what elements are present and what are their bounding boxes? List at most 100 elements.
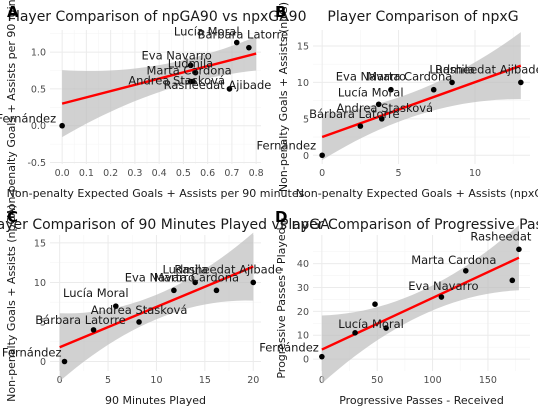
y-tick-label: 10 <box>297 78 309 89</box>
point-label: Rasheedat Ajibade <box>435 62 538 76</box>
data-point <box>233 39 240 46</box>
point-label: Eva Navarro <box>408 279 478 293</box>
y-tick-label: 0 <box>303 151 309 162</box>
y-tick-label: 10 <box>297 331 309 342</box>
data-point <box>61 358 68 365</box>
chart-title: Player Comparison of npGA90 vs npxGA90 <box>8 9 307 25</box>
regression-line <box>59 265 254 349</box>
data-point <box>246 44 252 51</box>
data-point <box>190 78 196 85</box>
data-point <box>213 287 220 294</box>
chart-title: Player Comparison of 90 Minutes Played v… <box>0 217 330 233</box>
x-tick-label: 0.5 <box>176 168 191 179</box>
x-tick-label: 150 <box>479 375 497 386</box>
x-tick-label: 10 <box>469 168 481 179</box>
data-point <box>438 294 445 300</box>
x-axis-label: 90 Minutes Played <box>105 394 206 407</box>
point-label: Andrea Stasková <box>128 74 225 88</box>
regression-line <box>321 64 522 139</box>
panel-b: 0 5 10 0 5 10 15 Fernández Bárbara LatorreAndrea… <box>257 2 538 200</box>
data-point <box>59 122 65 129</box>
point-label: Fernández <box>2 346 62 360</box>
x-tick-label: 0.6 <box>200 168 215 179</box>
data-point <box>192 279 198 286</box>
point-label: Andrea Stasková <box>336 101 433 115</box>
x-tick-label: 5 <box>105 375 111 386</box>
x-axis-label: Non-penalty Expected Goals + Assists (np… <box>296 187 538 200</box>
data-point <box>192 69 199 76</box>
x-tick-label: 0.2 <box>103 168 118 179</box>
confidence-band <box>322 32 521 161</box>
x-tick-label: 50 <box>371 375 383 386</box>
point-label: Marta Cardona <box>146 64 231 78</box>
x-tick-label: 100 <box>424 375 442 386</box>
data-point <box>250 279 257 286</box>
data-point <box>136 319 142 325</box>
point-label: Ludmila <box>162 262 207 276</box>
x-tick-label: 0.1 <box>79 168 94 179</box>
point-label: Marta Cardona <box>411 253 496 267</box>
data-point <box>518 79 524 86</box>
x-tick-label: 0.8 <box>249 168 264 179</box>
panel-d: 050100150010203040FernándezLucía MoralEv… <box>259 208 538 407</box>
y-tick-label: -0.5 <box>27 158 46 169</box>
y-tick-label: 40 <box>297 259 309 270</box>
chart-title: Player Comparison of Progressive Passes <box>280 217 538 233</box>
point-label: Fernández <box>257 138 317 152</box>
point-label: Ludmila <box>429 62 474 76</box>
point-label: Eva Navarro <box>142 48 212 62</box>
confidence-band <box>62 36 257 138</box>
y-axis-label: Non-penalty Goals + Assists (npG) <box>277 2 290 192</box>
y-tick-label: 30 <box>297 283 309 294</box>
data-point <box>352 330 358 336</box>
data-point <box>516 246 522 253</box>
regression-line <box>61 52 257 105</box>
x-axis-label: Progressive Passes - Received <box>339 394 504 407</box>
data-point <box>113 303 119 309</box>
y-tick-label: 0.0 <box>31 121 46 132</box>
data-point <box>378 116 385 122</box>
data-point <box>509 277 516 284</box>
data-point <box>462 267 469 274</box>
point-label: Fernández <box>259 341 319 355</box>
y-tick-label: 20 <box>297 307 309 318</box>
x-tick-label: 0.4 <box>152 168 167 179</box>
data-point <box>171 287 177 294</box>
panel-tag: D <box>275 208 287 226</box>
data-point <box>319 353 325 360</box>
y-tick-label: 1.0 <box>31 48 46 59</box>
y-axis-label: Non-penalty Goals + Assists (npGA) <box>5 204 18 402</box>
y-tick-label: 0 <box>40 357 46 368</box>
point-label: Bárbara Latorre <box>35 313 126 327</box>
x-tick-label: 10 <box>150 375 162 386</box>
x-tick-label: 0.7 <box>224 168 239 179</box>
point-label: Rasheedat <box>470 229 532 243</box>
point-label: Lucía Moral <box>63 286 129 300</box>
point-label: Ludmila <box>168 57 213 71</box>
point-label: Marta Cardona <box>154 270 239 284</box>
point-label: Marta Cardona <box>367 70 452 84</box>
x-tick-label: 0 <box>319 168 325 179</box>
panel-tag: A <box>7 3 19 21</box>
data-point <box>449 79 455 86</box>
y-tick-label: 0.5 <box>31 84 46 95</box>
y-tick-label: 15 <box>34 238 46 249</box>
data-point <box>383 325 389 331</box>
point-label: Eva Navarro <box>336 70 406 84</box>
y-tick-label: 5 <box>40 317 46 328</box>
panel-c: 0 5 10 15 20 0 5 10 15 Fernández Bárbara LatorreAn… <box>0 204 330 407</box>
y-axis-label: Progressive Passes - Played <box>275 227 288 378</box>
x-tick-label: 20 <box>247 375 259 386</box>
data-point <box>90 327 97 333</box>
y-tick-label: 10 <box>34 278 46 289</box>
data-point <box>372 301 378 307</box>
data-point <box>388 86 394 93</box>
point-label: Lucía Moral <box>338 85 404 99</box>
data-point <box>187 62 194 69</box>
data-point <box>319 152 325 159</box>
panel-a: 0.0 0.1 0.2 0.3 0.4 0.5 0.6 0.7 0.8 -0.5 0.0 0.5 1.0… <box>0 0 307 218</box>
x-tick-label: 15 <box>199 375 211 386</box>
point-label: Andrea Stasková <box>91 303 188 317</box>
point-label: Fernández <box>0 112 56 126</box>
